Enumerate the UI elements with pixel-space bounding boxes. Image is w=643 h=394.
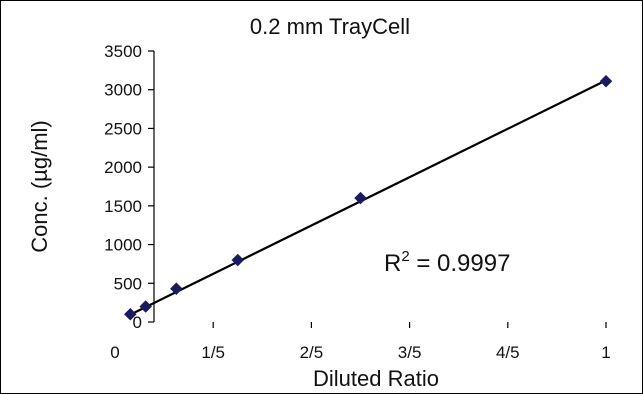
y-tick-label: 2000 — [104, 158, 142, 177]
x-axis-label: Diluted Ratio — [313, 366, 439, 391]
y-axis-ticks: 0 500 1000 1500 2000 2500 3000 3500 — [104, 42, 154, 332]
data-point — [354, 191, 367, 205]
x-tick-label: 1/5 — [201, 343, 225, 362]
r-squared-prefix: R — [384, 250, 401, 277]
y-tick-label: 2500 — [104, 119, 142, 138]
y-tick-label: 1000 — [104, 236, 142, 255]
data-point — [139, 300, 153, 313]
r-squared-value: = 0.9997 — [410, 250, 511, 277]
r-squared-annotation: R2 = 0.9997 — [384, 248, 510, 277]
y-tick-label: 3500 — [104, 42, 142, 61]
data-point — [231, 253, 245, 267]
x-tick-label: 3/5 — [398, 343, 422, 362]
x-axis-ticks: 0 1/5 2/5 3/5 4/5 1 — [110, 322, 611, 362]
x-tick-label: 2/5 — [300, 343, 324, 362]
y-tick-label: 500 — [114, 274, 142, 293]
y-tick-label: 1500 — [104, 197, 142, 216]
trendline — [129, 79, 607, 316]
x-tick-label: 1 — [601, 343, 610, 362]
chart-title: 0.2 mm TrayCell — [250, 14, 410, 39]
data-point — [123, 307, 137, 321]
y-tick-label: 0 — [133, 313, 142, 332]
x-tick-label: 0 — [110, 343, 119, 362]
data-points — [123, 74, 613, 321]
r-squared-superscript: 2 — [401, 248, 409, 265]
data-point — [170, 282, 183, 296]
y-tick-label: 3000 — [104, 81, 142, 100]
data-point — [599, 74, 613, 88]
y-axis-label: Conc. (µg/ml) — [27, 120, 52, 252]
x-tick-label: 4/5 — [496, 343, 520, 362]
